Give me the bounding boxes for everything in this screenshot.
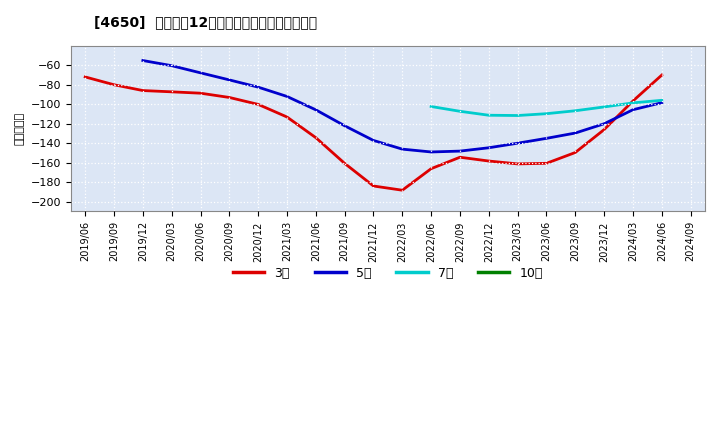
5年 [427,149,436,154]
5年 [600,121,608,126]
3年 [600,127,608,132]
Line: 3年: 3年 [85,75,662,190]
3年 [81,74,89,80]
Text: [4650]  経常利益12か月移動合計の平均値の推移: [4650] 経常利益12か月移動合計の平均値の推移 [94,15,317,29]
5年 [196,70,204,76]
5年 [369,138,378,143]
7年 [571,108,580,114]
Legend: 3年, 5年, 7年, 10年: 3年, 5年, 7年, 10年 [228,262,548,285]
3年 [225,95,234,100]
5年 [138,58,147,63]
3年 [138,88,147,93]
Line: 7年: 7年 [431,100,662,116]
5年 [398,147,407,152]
5年 [167,63,176,68]
7年 [513,113,522,118]
3年 [427,166,436,171]
3年 [456,154,464,160]
3年 [254,102,263,107]
5年 [629,107,637,112]
5年 [542,136,551,141]
7年 [600,104,608,110]
5年 [485,145,493,150]
3年 [542,161,551,166]
5年 [657,100,666,105]
7年 [456,109,464,114]
3年 [369,183,378,189]
3年 [398,187,407,193]
5年 [283,94,292,99]
5年 [456,148,464,154]
3年 [629,99,637,104]
3年 [109,82,118,88]
7年 [629,100,637,106]
5年 [571,130,580,136]
Y-axis label: （百万円）: （百万円） [15,112,25,145]
3年 [196,91,204,96]
3年 [283,114,292,120]
5年 [225,77,234,83]
5年 [312,107,320,113]
7年 [427,104,436,109]
3年 [657,73,666,78]
7年 [485,113,493,118]
3年 [513,161,522,166]
5年 [513,140,522,146]
3年 [341,161,349,166]
5年 [254,84,263,90]
3年 [167,89,176,95]
3年 [571,150,580,155]
3年 [485,158,493,164]
7年 [542,111,551,116]
3年 [312,135,320,140]
5年 [341,123,349,128]
Line: 5年: 5年 [143,61,662,152]
7年 [657,98,666,103]
